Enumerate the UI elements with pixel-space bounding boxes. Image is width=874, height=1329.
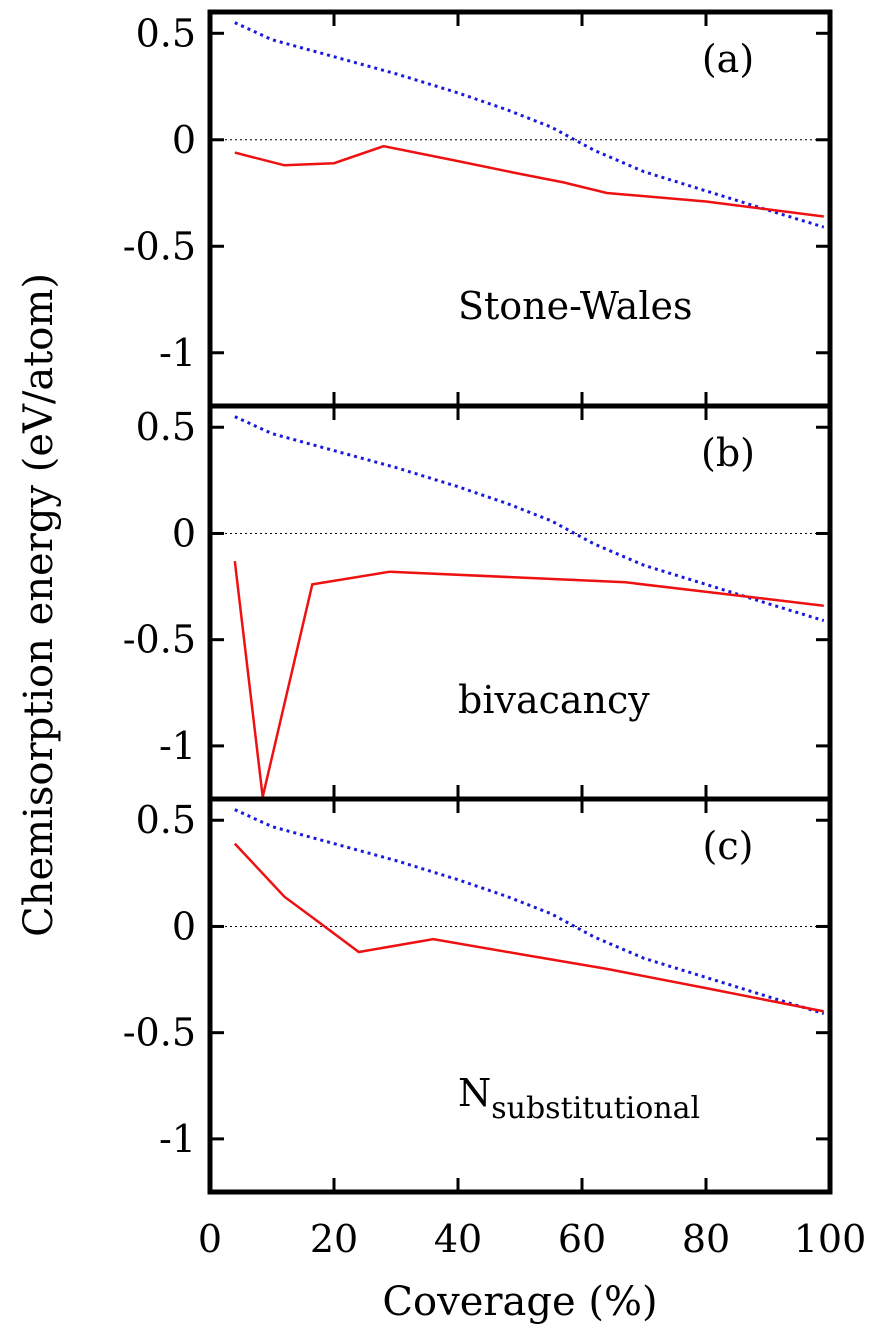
panel-0: 0.5 0 -0.5 -1 (a) Stone-Wales xyxy=(123,9,833,409)
y-tick-label: 0 xyxy=(172,904,196,948)
x-tick-label: 80 xyxy=(682,1217,730,1261)
y-tick-label: 0.5 xyxy=(136,11,196,55)
x-tick-label: 60 xyxy=(558,1217,606,1261)
series-line-solid xyxy=(233,560,824,798)
chart-panels: 0.5 0 -0.5 -1 (a) Stone-Wales 0.5 0 -0.5 -1 (b) biv… xyxy=(123,9,833,1195)
panel-frame xyxy=(207,796,833,1195)
x-tick-label: 20 xyxy=(310,1217,358,1261)
y-tick-label: -0.5 xyxy=(123,618,196,662)
series-line-solid xyxy=(234,144,824,218)
panel-label: (a) xyxy=(702,37,754,81)
y-tick-label: -0.5 xyxy=(123,1011,196,1055)
panel-label: (b) xyxy=(701,431,755,475)
y-tick-label: -0.5 xyxy=(123,224,196,268)
series-line-dotted xyxy=(234,21,825,229)
panel-label: (c) xyxy=(703,824,754,868)
y-tick-label: -1 xyxy=(159,331,196,375)
y-tick-label: 0.5 xyxy=(136,405,196,449)
series-line-solid xyxy=(233,842,825,1013)
series-line-dotted xyxy=(234,415,825,623)
x-axis: 0 20 40 60 80 100 xyxy=(198,1217,866,1261)
panel-annotation: Nsubstitutional xyxy=(458,1071,700,1126)
panel-2: 0.5 0 -0.5 -1 (c) Nsubstitutional xyxy=(123,796,833,1195)
x-tick-label: 40 xyxy=(434,1217,482,1261)
panel-1: 0.5 0 -0.5 -1 (b) bivacancy xyxy=(123,403,833,802)
y-tick-label: 0 xyxy=(172,118,196,162)
y-tick-label: 0.5 xyxy=(136,798,196,842)
x-axis-label: Coverage (%) xyxy=(382,1279,657,1325)
x-tick-label: 0 xyxy=(198,1217,222,1261)
y-axis-label: Chemisorption energy (eV/atom) xyxy=(16,273,62,937)
y-tick-label: -1 xyxy=(159,724,196,768)
panel-annotation: bivacancy xyxy=(458,678,650,722)
panel-annotation: Stone-Wales xyxy=(458,284,692,328)
x-tick-label: 100 xyxy=(794,1217,867,1261)
y-tick-label: 0 xyxy=(172,511,196,555)
y-tick-label: -1 xyxy=(159,1117,196,1161)
series-line-dotted xyxy=(234,808,825,1016)
